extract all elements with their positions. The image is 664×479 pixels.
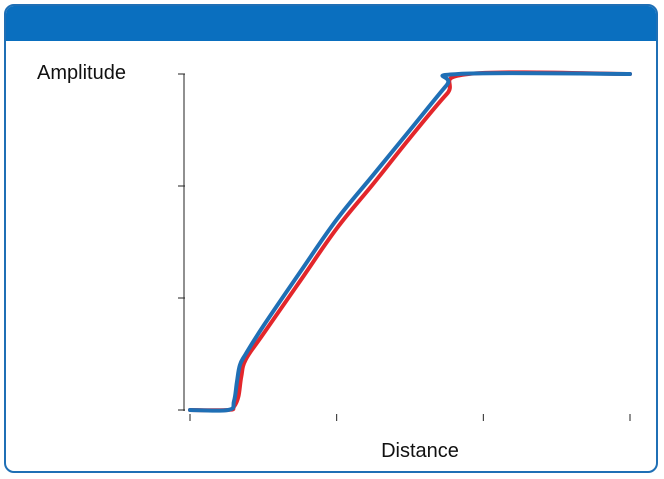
series-line-red — [188, 70, 632, 413]
y-axis-ticks — [178, 73, 185, 411]
series-line-blue — [188, 71, 632, 413]
y-axis-label: Amplitude — [37, 62, 126, 84]
chart-card — [4, 4, 658, 473]
series-layer — [188, 70, 632, 413]
x-axis-label: Distance — [381, 440, 459, 462]
card-header-bar — [6, 6, 656, 41]
x-axis-ticks — [189, 414, 631, 421]
